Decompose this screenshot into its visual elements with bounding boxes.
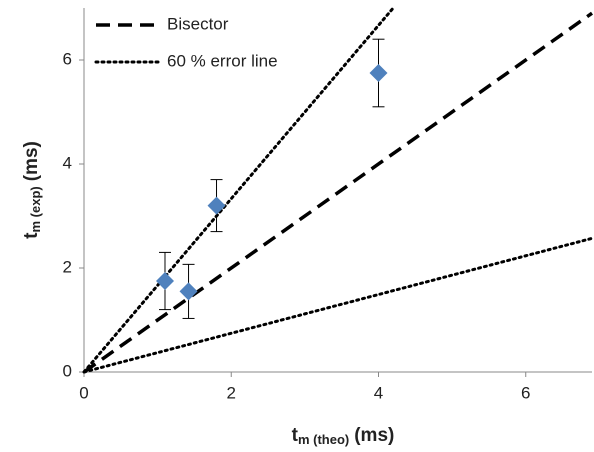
x-tick-label: 2 xyxy=(227,383,236,402)
y-axis-label-sub: m (exp) xyxy=(28,186,43,232)
x-axis-label-main: t xyxy=(292,425,299,446)
series-line xyxy=(82,6,594,374)
series-line xyxy=(82,11,594,374)
y-tick-label: 6 xyxy=(63,49,72,68)
marker xyxy=(155,272,174,290)
marker xyxy=(369,64,388,82)
x-axis-label-unit: (ms) xyxy=(354,425,394,446)
x-axis-label: tm (theo) (ms) xyxy=(292,425,395,447)
y-tick-label: 4 xyxy=(63,153,72,172)
y-tick-label: 0 xyxy=(63,361,72,380)
y-axis-label-main: t xyxy=(21,232,42,239)
x-tick-label: 4 xyxy=(374,383,383,402)
marker xyxy=(207,196,226,215)
y-tick-label: 2 xyxy=(63,257,72,276)
x-tick-label: 6 xyxy=(521,383,530,402)
legend-label: 60 % error line xyxy=(167,51,278,70)
marker xyxy=(179,282,198,301)
x-axis-label-sub: m (theo) xyxy=(298,432,349,447)
legend-label: Bisector xyxy=(167,14,229,33)
x-tick-label: 0 xyxy=(79,383,88,402)
y-axis-label: tm (exp) (ms) xyxy=(21,141,43,239)
y-axis-label-unit: (ms) xyxy=(21,141,42,181)
